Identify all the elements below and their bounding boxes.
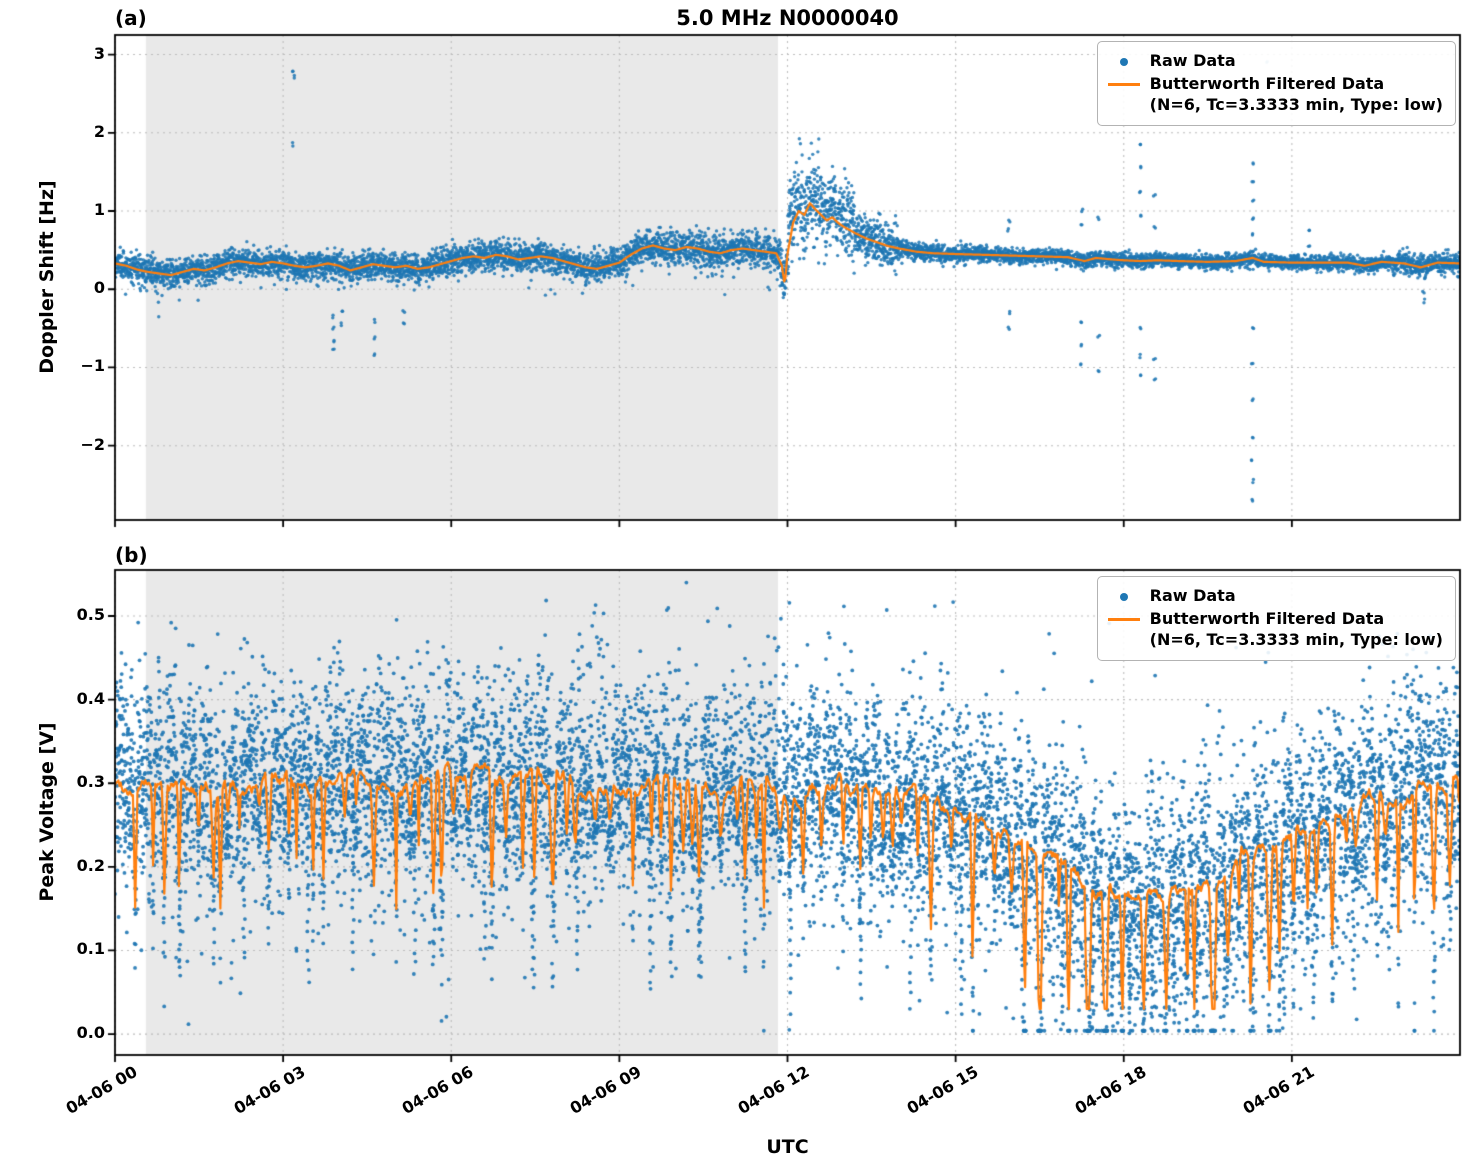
legend-raw-label: Raw Data [1149,51,1236,70]
panel-a-tag: (a) [115,6,147,30]
x-axis-label: UTC [766,1136,809,1158]
legend-filtered-sublabel: (N=6, Tc=3.3333 min, Type: low) [1149,94,1443,114]
raw-data-marker-icon [1106,51,1142,72]
y-tick-label-panel-a: 1 [93,200,105,219]
y-tick-label-panel-b: 0.5 [76,604,105,624]
chart-title: 5.0 MHz N0000040 [676,6,899,30]
legend-entry-filtered: Butterworth Filtered Data (N=6, Tc=3.333… [1106,609,1443,651]
legend-filtered-sublabel: (N=6, Tc=3.3333 min, Type: low) [1149,629,1443,649]
legend-raw-label: Raw Data [1149,586,1236,605]
y-tick-label-panel-b: 0.1 [76,939,105,959]
legend-entry-raw: Raw Data [1106,51,1443,72]
y-tick-label-panel-a: 2 [93,121,105,141]
y-tick-label-panel-b: 0.2 [76,855,105,875]
panel-b-tag: (b) [115,543,148,567]
panel-a-y-axis-label: Doppler Shift [Hz] [36,180,58,374]
legend-filtered-label: Butterworth Filtered Data [1149,74,1385,93]
filtered-line-marker-icon [1106,609,1142,630]
legend-panel-a: Raw Data Butterworth Filtered Data (N=6,… [1096,41,1456,126]
y-tick-label-panel-b: 0.4 [76,688,105,708]
y-tick-label-panel-a: −1 [80,356,105,376]
y-tick-label-panel-a: 3 [93,43,105,63]
legend-entry-filtered: Butterworth Filtered Data (N=6, Tc=3.333… [1106,74,1443,116]
y-tick-label-panel-a: −2 [80,434,105,454]
legend-panel-b: Raw Data Butterworth Filtered Data (N=6,… [1096,576,1456,661]
filtered-line-marker-icon [1106,74,1142,95]
y-tick-label-panel-b: 0.3 [76,772,105,792]
raw-data-marker-icon [1106,586,1142,607]
y-tick-label-panel-a: 0 [93,278,105,298]
y-tick-label-panel-b: 0.0 [76,1023,105,1043]
legend-filtered-label: Butterworth Filtered Data [1149,609,1385,628]
legend-entry-raw: Raw Data [1106,586,1443,607]
